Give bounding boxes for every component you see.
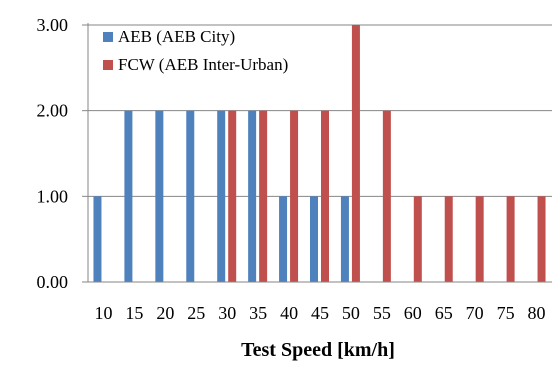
bar-aeb-15 (124, 110, 133, 283)
x-tick-label: 20 (156, 303, 174, 323)
bar-aeb-40 (279, 196, 288, 282)
bar-aeb-20 (155, 110, 164, 283)
bar-fcw-40 (290, 110, 299, 283)
bar-aeb-50 (340, 196, 349, 282)
bar-fcw-80 (537, 196, 546, 282)
x-axis-label: Test Speed [km/h] (241, 339, 395, 361)
x-tick-label: 30 (218, 303, 236, 323)
legend: AEB (AEB City) FCW (AEB Inter-Urban) (103, 27, 288, 74)
bar-fcw-50 (351, 25, 360, 282)
legend-swatch (103, 60, 113, 70)
x-tick-labels: 10 15 20 25 30 35 40 45 50 55 60 65 70 75 80 (94, 303, 545, 323)
x-tick-label: 70 (466, 303, 484, 323)
x-tick-label: 40 (280, 303, 298, 323)
x-tick-label: 50 (342, 303, 360, 323)
legend-label: FCW (AEB Inter-Urban) (118, 55, 288, 74)
bar-fcw-75 (506, 196, 515, 282)
y-tick-labels: 0.00 1.00 2.00 3.00 (37, 15, 69, 292)
bar-fcw-70 (475, 196, 484, 282)
x-tick-label: 15 (125, 303, 143, 323)
bar-fcw-65 (444, 196, 453, 282)
bar-fcw-55 (382, 110, 391, 283)
x-tick-label: 55 (373, 303, 391, 323)
x-tick-label: 10 (94, 303, 112, 323)
axes (87, 23, 552, 283)
legend-label: AEB (AEB City) (118, 27, 235, 46)
legend-swatch (103, 32, 113, 42)
bar-fcw-60 (413, 196, 422, 282)
y-tick-label: 1.00 (37, 186, 69, 206)
x-tick-label: 60 (404, 303, 422, 323)
y-tick-label: 0.00 (37, 272, 69, 292)
x-tick-label: 45 (311, 303, 329, 323)
x-tick-label: 80 (528, 303, 546, 323)
x-tick-label: 75 (497, 303, 515, 323)
bar-fcw-30 (228, 110, 237, 283)
x-tick-label: 65 (435, 303, 453, 323)
x-tick-label: 25 (187, 303, 205, 323)
bars (93, 25, 546, 283)
y-tick-label: 2.00 (37, 101, 69, 121)
bar-aeb-35 (248, 110, 257, 283)
bar-fcw-35 (259, 110, 268, 283)
bar-aeb-25 (186, 110, 195, 283)
gridlines (82, 24, 552, 283)
bar-aeb-10 (93, 196, 102, 282)
x-tick-label: 35 (249, 303, 267, 323)
y-tick-label: 3.00 (37, 15, 69, 35)
bar-aeb-45 (310, 196, 318, 282)
bar-aeb-30 (217, 110, 226, 283)
bar-fcw-45 (321, 110, 329, 283)
